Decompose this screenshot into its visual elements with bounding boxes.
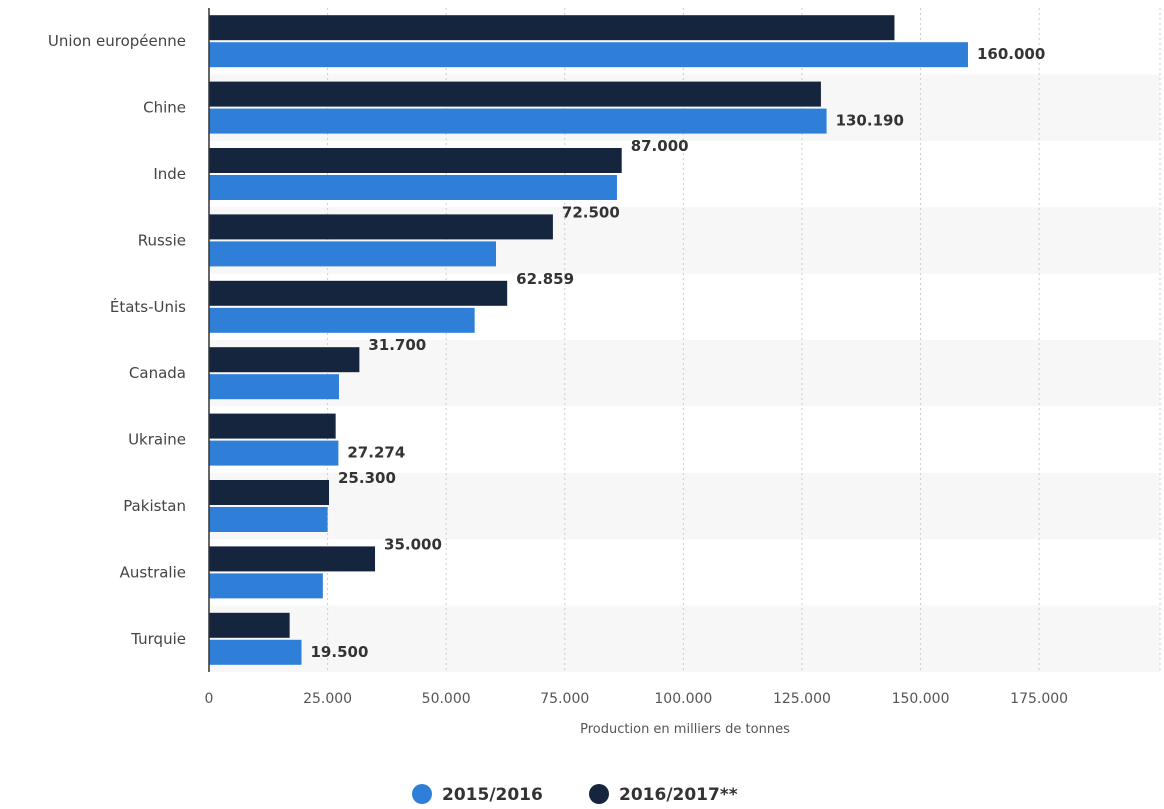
- category-label: Chine: [143, 99, 186, 117]
- data-label: 130.190: [836, 112, 904, 130]
- bar-series-2015-2016[interactable]: [209, 307, 475, 333]
- category-label: Pakistan: [123, 497, 186, 515]
- row-bands: [209, 74, 1160, 672]
- category-label: Canada: [129, 364, 186, 382]
- legend-marker[interactable]: [412, 784, 432, 804]
- bar-series-2015-2016[interactable]: [209, 175, 617, 200]
- data-label: 19.500: [311, 643, 369, 661]
- x-tick-label: 175.000: [1010, 691, 1068, 707]
- legend-label[interactable]: 2016/2017**: [619, 785, 738, 805]
- bar-series-2015-2016[interactable]: [209, 241, 496, 267]
- category-label: Russie: [138, 231, 186, 249]
- category-label: Inde: [153, 165, 186, 183]
- bar-series-2016-2017[interactable]: [209, 214, 553, 240]
- row-band: [209, 472, 1160, 540]
- category-labels: Union européenne Chine Inde Russie États-Uni…: [48, 32, 186, 648]
- bar-series-2015-2016[interactable]: [209, 108, 827, 134]
- bars: [209, 15, 968, 665]
- x-tick-label: 125.000: [773, 691, 831, 707]
- data-label: 72.500: [562, 203, 620, 221]
- x-tick-label: 150.000: [892, 691, 950, 707]
- x-axis-title: Production en milliers de tonnes: [580, 722, 790, 737]
- category-label: Australie: [120, 563, 186, 581]
- x-tick-label: 50.000: [422, 691, 471, 707]
- data-label: 87.000: [631, 137, 689, 155]
- data-labels: 160.000 130.190 87.000 72.500 62.859 31.700 27…: [311, 45, 1046, 661]
- data-label: 35.000: [384, 535, 442, 553]
- bar-series-2015-2016[interactable]: [209, 440, 339, 466]
- bar-series-2016-2017[interactable]: [209, 280, 508, 306]
- bar-series-2015-2016[interactable]: [209, 639, 302, 665]
- legend: 2015/2016 2016/2017**: [412, 784, 738, 805]
- bar-series-2016-2017[interactable]: [209, 546, 376, 572]
- bar-series-2016-2017[interactable]: [209, 148, 622, 173]
- row-band: [209, 340, 1160, 407]
- bar-series-2015-2016[interactable]: [209, 374, 339, 400]
- legend-label[interactable]: 2015/2016: [442, 785, 543, 805]
- bar-series-2016-2017[interactable]: [209, 480, 330, 505]
- x-tick-label: 0: [205, 691, 214, 707]
- data-label: 27.274: [347, 444, 405, 462]
- x-tick-label: 25.000: [303, 691, 352, 707]
- x-tick-label: 100.000: [654, 691, 712, 707]
- category-label: États-Unis: [110, 297, 186, 316]
- category-label: Ukraine: [128, 431, 186, 449]
- x-tick-label: 75.000: [540, 691, 589, 707]
- bar-series-2016-2017[interactable]: [209, 413, 336, 439]
- bar-series-2016-2017[interactable]: [209, 81, 821, 107]
- data-label: 62.859: [516, 270, 574, 288]
- category-label: Union européenne: [48, 32, 186, 50]
- data-label: 160.000: [977, 45, 1045, 63]
- bar-series-2015-2016[interactable]: [209, 42, 968, 68]
- bar-series-2015-2016[interactable]: [209, 507, 328, 532]
- data-label: 31.700: [368, 336, 426, 354]
- data-label: 25.300: [338, 469, 396, 487]
- bar-series-2016-2017[interactable]: [209, 347, 360, 373]
- x-axis-ticks: 0 25.000 50.000 75.000 100.000 125.000 150.000…: [205, 691, 1069, 707]
- bar-series-2016-2017[interactable]: [209, 612, 290, 638]
- legend-marker[interactable]: [589, 784, 609, 804]
- bar-series-2015-2016[interactable]: [209, 573, 323, 599]
- row-band: [209, 605, 1160, 672]
- bar-series-2016-2017[interactable]: [209, 15, 895, 41]
- category-label: Turquie: [130, 630, 186, 648]
